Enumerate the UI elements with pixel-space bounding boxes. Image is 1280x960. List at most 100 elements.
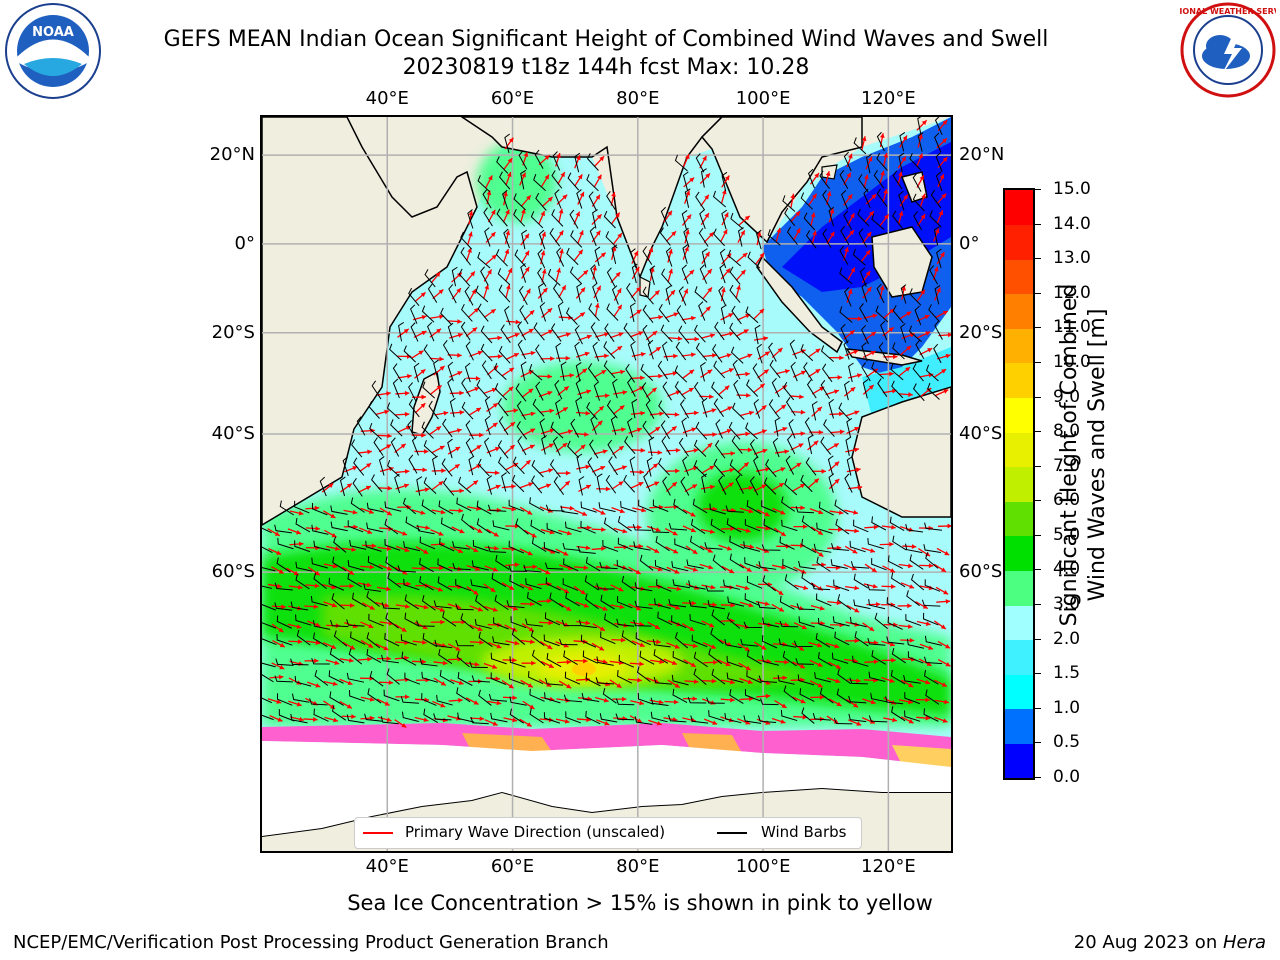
- wave-direction-arrowhead: [654, 624, 660, 629]
- wind-barb: [639, 650, 655, 665]
- wave-direction-arrowhead: [405, 694, 410, 700]
- wave-direction-arrowhead: [576, 155, 581, 161]
- wind-barb: [812, 712, 831, 721]
- wind-barb: [590, 264, 598, 284]
- wind-barb: [537, 249, 546, 269]
- wind-barb: [880, 320, 888, 341]
- wave-direction-arrowhead: [893, 354, 898, 360]
- wind-barb: [862, 378, 869, 399]
- latitude-label-left: 40°S: [211, 423, 255, 445]
- wind-barb: [497, 398, 509, 417]
- map-canvas: [262, 117, 951, 851]
- wind-barb: [636, 666, 651, 683]
- wind-barb: [662, 476, 671, 496]
- wind-barb: [606, 267, 616, 287]
- wave-direction-arrowhead: [942, 138, 947, 144]
- wave-direction-arrowhead: [853, 349, 859, 355]
- wind-barb: [365, 540, 382, 552]
- wave-direction-arrowhead: [421, 432, 426, 438]
- wave-direction-arrowhead: [673, 353, 678, 359]
- wind-barb: [563, 558, 579, 572]
- wave-direction-arrowhead: [493, 545, 499, 551]
- wind-barb: [439, 669, 455, 685]
- wind-barb: [581, 693, 600, 703]
- wave-direction-arrowhead: [871, 567, 877, 573]
- wind-barb: [746, 670, 762, 684]
- wind-barb: [592, 341, 600, 362]
- wind-barb: [833, 579, 850, 592]
- wind-barb: [339, 476, 346, 497]
- wind-barb: [291, 693, 310, 703]
- wind-barb: [547, 268, 561, 286]
- wave-direction-arrowhead: [908, 682, 914, 688]
- wind-barb: [447, 438, 453, 459]
- wave-direction-arrowhead: [597, 174, 602, 180]
- wave-direction-arrowhead: [443, 410, 449, 416]
- wind-barb: [421, 671, 438, 683]
- wind-barb: [312, 620, 331, 630]
- wind-barb: [769, 359, 781, 379]
- wind-barb: [403, 541, 421, 552]
- wave-direction-arrowhead: [918, 134, 923, 139]
- wind-barb: [565, 711, 582, 724]
- wave-direction-arrowhead: [637, 718, 643, 723]
- wind-barb: [687, 696, 707, 704]
- wind-barb: [620, 501, 637, 513]
- wave-direction-arrowhead: [742, 252, 748, 258]
- wave-direction-arrowhead: [565, 355, 571, 361]
- wind-barb: [494, 594, 509, 611]
- wave-direction-legend-swatch: [363, 832, 393, 834]
- wind-barb: [699, 264, 708, 284]
- wave-direction-arrowhead: [800, 370, 806, 376]
- wave-direction-arrowhead: [495, 676, 500, 682]
- wave-direction-arrowhead: [527, 510, 533, 515]
- wave-direction-arrowhead: [803, 585, 809, 590]
- wind-barb: [839, 245, 849, 265]
- wave-direction-arrowhead: [579, 191, 585, 197]
- wind-barb: [422, 381, 436, 399]
- wind-barb: [923, 708, 939, 722]
- wind-barb: [718, 285, 726, 306]
- wave-direction-arrowhead: [745, 528, 751, 533]
- wind-barb: [517, 436, 527, 456]
- wave-direction-arrowhead: [942, 157, 948, 163]
- wind-barb: [729, 553, 745, 569]
- wind-barb: [500, 324, 511, 344]
- wave-direction-arrowhead: [890, 584, 896, 589]
- wave-direction-arrowhead: [928, 372, 934, 378]
- wind-barb: [660, 206, 669, 227]
- land-masses: [262, 117, 951, 526]
- longitude-label-bottom: 60°E: [490, 856, 535, 877]
- wind-barb: [699, 209, 706, 229]
- wind-barb: [474, 618, 492, 630]
- wave-direction-arrowhead: [512, 695, 517, 701]
- wind-barb: [726, 612, 741, 629]
- wind-barb: [724, 638, 742, 649]
- wave-direction-arrowhead: [907, 563, 913, 569]
- wind-barb: [816, 556, 831, 572]
- wave-direction-arrowhead: [848, 153, 853, 159]
- wave-direction-arrowhead: [547, 329, 553, 335]
- wave-direction-arrowhead: [458, 508, 463, 514]
- wind-barb: [433, 359, 439, 380]
- wind-barb: [786, 434, 796, 455]
- wave-direction-arrowhead: [748, 602, 754, 608]
- wind-barb: [912, 363, 924, 382]
- graticule: [262, 117, 951, 851]
- wave-direction-arrowhead: [693, 410, 699, 416]
- wind-barb: [745, 422, 758, 440]
- wind-barb: [392, 363, 403, 383]
- wave-direction-arrowhead: [418, 350, 424, 356]
- wave-direction-arrowhead: [368, 643, 374, 648]
- wave-direction-arrowhead: [708, 232, 714, 238]
- wave-direction-arrowhead: [611, 192, 616, 197]
- wind-barb: [328, 670, 344, 684]
- wave-direction-arrowhead: [421, 394, 426, 400]
- wave-direction-arrowhead: [457, 332, 463, 338]
- wave-direction-arrowhead: [592, 265, 598, 271]
- wind-barb: [386, 402, 400, 420]
- wind-barb: [861, 324, 870, 345]
- wave-direction-arrowhead: [942, 718, 948, 723]
- wind-barb: [309, 698, 328, 706]
- wind-barb: [816, 593, 832, 607]
